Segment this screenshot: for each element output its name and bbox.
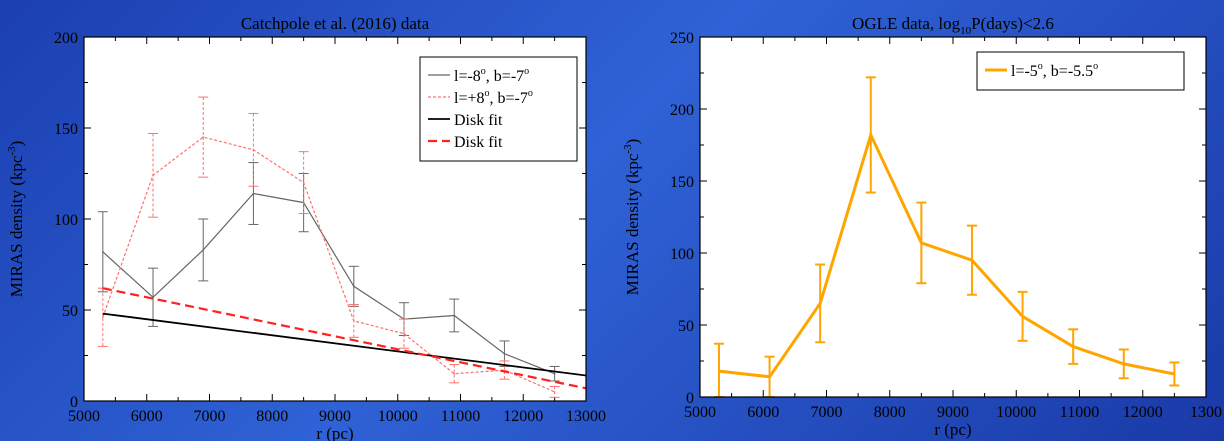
- data-point: [102, 250, 104, 253]
- data-point: [102, 316, 104, 319]
- legend-label: Disk fit: [454, 134, 503, 151]
- series-2: [97, 96, 560, 398]
- y-tick-label: 50: [678, 318, 694, 335]
- chart-title: Catchpole et al. (2016) data: [241, 14, 430, 33]
- x-tick-label: 7000: [811, 404, 843, 421]
- y-tick-label: 0: [70, 394, 78, 411]
- data-point: [1173, 373, 1176, 375]
- data-point: [202, 249, 205, 251]
- x-tick-label: 10000: [378, 408, 418, 425]
- legend-label: Disk fit: [454, 112, 503, 129]
- legend-label: l=-8o, b=-7o: [454, 66, 529, 85]
- data-point: [971, 259, 973, 262]
- x-tick-label: 9000: [937, 404, 969, 421]
- data-point: [553, 372, 556, 375]
- series-line: [102, 312, 586, 377]
- x-tick-label: 10000: [996, 404, 1036, 421]
- plot-frame: [699, 36, 1207, 398]
- data-point: [1072, 345, 1074, 348]
- data-point: [920, 242, 923, 244]
- y-tick-label: 150: [670, 174, 694, 191]
- y-tick-label: 200: [670, 102, 694, 119]
- x-axis-label: r (pc): [316, 424, 353, 441]
- x-tick-label: 12000: [1123, 404, 1163, 421]
- data-point: [768, 376, 771, 378]
- y-tick-label: 250: [670, 30, 694, 47]
- data-point: [202, 136, 205, 138]
- x-tick-label: 7000: [194, 408, 226, 425]
- data-point: [1122, 363, 1125, 365]
- series-line: [102, 287, 586, 390]
- series-line: [102, 136, 555, 393]
- data-point: [503, 352, 506, 355]
- legend-label: l=-5o, b=-5.5o: [1011, 61, 1098, 80]
- series-3: [102, 312, 586, 377]
- x-tick-label: 6000: [131, 408, 163, 425]
- data-point: [869, 134, 872, 136]
- data-layer: [713, 76, 1180, 397]
- x-tick-label: 5000: [684, 404, 716, 421]
- x-tick-label: 8000: [256, 408, 288, 425]
- x-tick-label: 6000: [747, 404, 779, 421]
- y-tick-label: 0: [686, 390, 694, 407]
- chart-title: OGLE data, log10P(days)<2.6: [852, 14, 1054, 37]
- y-axis-label: MIRAS density (kpc-3): [6, 141, 26, 298]
- data-point: [252, 192, 255, 195]
- data-point: [403, 332, 405, 335]
- y-tick-label: 100: [670, 246, 694, 263]
- y-tick-label: 200: [54, 30, 78, 47]
- chart-panel-1: Catchpole et al. (2016) data 5000 6000 7000…: [6, 14, 606, 441]
- series-1: [713, 76, 1180, 397]
- data-point: [1021, 315, 1024, 318]
- y-tick-label: 100: [54, 212, 78, 229]
- series-line: [718, 130, 1175, 379]
- x-tick-label: 9000: [319, 408, 351, 425]
- data-point: [353, 320, 355, 322]
- legend-box: [419, 56, 578, 162]
- x-tick-label: 1300: [1190, 404, 1222, 421]
- data-point: [718, 370, 720, 372]
- plot-frame: [83, 36, 587, 402]
- x-tick-label: 11000: [441, 408, 480, 425]
- series-line: [102, 192, 555, 375]
- legend: l=-8o, b=-7o l=+8o, b=-7o Disk fit Disk fit: [419, 56, 578, 162]
- y-axis-label: MIRAS density (kpc-3): [622, 139, 642, 296]
- chart-panel-2: OGLE data, log10P(days)<2.6 5000 6000 7000 8…: [622, 14, 1222, 439]
- legend: l=-5o, b=-5.5o: [976, 51, 1185, 91]
- x-axis-label: r (pc): [934, 420, 971, 439]
- plot-area: [700, 37, 1206, 397]
- series-4: [102, 287, 586, 390]
- x-tick-label: 12000: [503, 408, 543, 425]
- data-point: [553, 391, 556, 393]
- x-tick-label: 11000: [1060, 404, 1099, 421]
- data-point: [353, 285, 355, 288]
- y-tick-label: 50: [62, 303, 78, 320]
- x-tick-label: 8000: [874, 404, 906, 421]
- data-point: [152, 174, 154, 177]
- data-point: [453, 372, 456, 375]
- data-point: [819, 302, 821, 305]
- data-point: [302, 181, 305, 184]
- legend-box: [976, 51, 1185, 91]
- x-tick-label: 13000: [566, 408, 606, 425]
- data-layer: [97, 96, 586, 398]
- x-tick-label: 5000: [68, 408, 100, 425]
- data-point: [252, 149, 255, 151]
- legend-label: l=+8o, b=-7o: [454, 88, 533, 107]
- y-tick-label: 150: [54, 121, 78, 138]
- data-point: [453, 314, 456, 317]
